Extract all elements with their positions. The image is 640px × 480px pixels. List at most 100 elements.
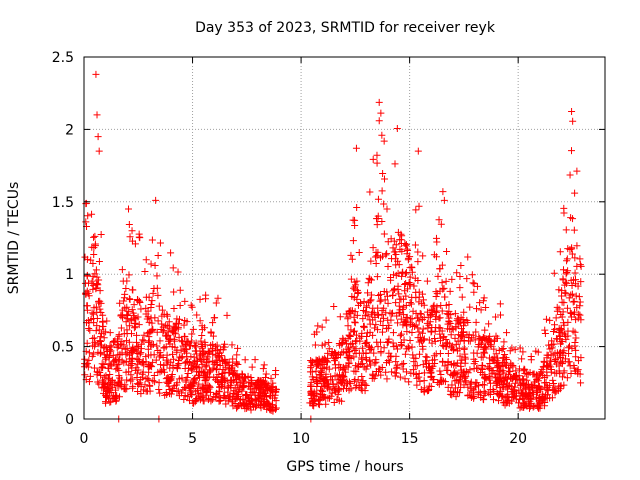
- data-point: [373, 151, 381, 159]
- data-point: [99, 317, 107, 325]
- data-point: [375, 117, 383, 125]
- data-point: [438, 279, 446, 287]
- data-point: [152, 356, 160, 364]
- data-point: [532, 347, 540, 355]
- data-point: [407, 300, 415, 308]
- data-point: [361, 340, 369, 348]
- data-point: [310, 330, 318, 338]
- data-point: [385, 349, 393, 357]
- data-point: [385, 358, 393, 366]
- data-point: [552, 387, 560, 395]
- data-point: [408, 315, 416, 323]
- data-point: [105, 384, 113, 392]
- data-point: [464, 392, 472, 400]
- data-point: [430, 301, 438, 309]
- data-point: [122, 285, 130, 293]
- data-point: [178, 389, 186, 397]
- data-point: [316, 357, 324, 365]
- data-point: [353, 337, 361, 345]
- data-point: [426, 318, 434, 326]
- data-point: [154, 317, 162, 325]
- data-point: [557, 354, 565, 362]
- data-point: [560, 347, 568, 355]
- data-point: [371, 253, 379, 261]
- data-point: [145, 333, 153, 341]
- data-point: [129, 286, 137, 294]
- data-point: [131, 240, 139, 248]
- data-point: [432, 288, 440, 296]
- data-point: [466, 303, 474, 311]
- data-point: [310, 402, 318, 410]
- data-point: [261, 391, 269, 399]
- data-point: [155, 353, 163, 361]
- data-point: [349, 237, 357, 245]
- data-point: [436, 350, 444, 358]
- data-point: [134, 313, 142, 321]
- data-point: [477, 306, 485, 314]
- data-point: [415, 369, 423, 377]
- data-point: [143, 315, 151, 323]
- data-point: [502, 354, 510, 362]
- data-point: [372, 259, 380, 267]
- data-point: [185, 342, 193, 350]
- data-point: [170, 305, 178, 313]
- data-point: [183, 337, 191, 345]
- data-point: [428, 327, 436, 335]
- data-point: [495, 378, 503, 386]
- data-point: [398, 247, 406, 255]
- data-point: [100, 328, 108, 336]
- data-point: [115, 331, 123, 339]
- data-point: [324, 349, 332, 357]
- data-point: [451, 334, 459, 342]
- data-point: [159, 323, 167, 331]
- data-point: [385, 321, 393, 329]
- data-point: [486, 372, 494, 380]
- data-point: [573, 262, 581, 270]
- data-point: [306, 368, 314, 376]
- data-point: [123, 376, 131, 384]
- data-point: [389, 329, 397, 337]
- data-point: [573, 304, 581, 312]
- data-point: [198, 393, 206, 401]
- data-point: [561, 330, 569, 338]
- data-point: [486, 386, 494, 394]
- data-point: [401, 270, 409, 278]
- data-point: [559, 319, 567, 327]
- x-tick-label: 15: [401, 431, 419, 447]
- data-point: [90, 304, 98, 312]
- data-point: [572, 346, 580, 354]
- data-point: [115, 366, 123, 374]
- data-point: [441, 362, 449, 370]
- data-point: [175, 333, 183, 341]
- data-point: [169, 350, 177, 358]
- data-point: [322, 316, 330, 324]
- data-point: [364, 299, 372, 307]
- data-point: [428, 307, 436, 315]
- data-point: [489, 367, 497, 375]
- data-point: [182, 358, 190, 366]
- data-point: [238, 387, 246, 395]
- data-point: [572, 334, 580, 342]
- data-point: [568, 282, 576, 290]
- data-point: [148, 297, 156, 305]
- data-point: [382, 251, 390, 259]
- data-point: [402, 292, 410, 300]
- data-point: [463, 331, 471, 339]
- data-point: [373, 273, 381, 281]
- data-point: [120, 294, 128, 302]
- data-point: [315, 396, 323, 404]
- data-point: [550, 379, 558, 387]
- data-point: [206, 383, 214, 391]
- data-point: [106, 371, 114, 379]
- data-point: [391, 369, 399, 377]
- data-point: [570, 364, 578, 372]
- data-point: [177, 346, 185, 354]
- data-point: [406, 273, 414, 281]
- data-point: [344, 345, 352, 353]
- y-tick-label: 1.5: [52, 195, 74, 211]
- data-point: [173, 387, 181, 395]
- data-point: [205, 366, 213, 374]
- data-point: [481, 326, 489, 334]
- data-point: [112, 393, 120, 401]
- data-point: [387, 276, 395, 284]
